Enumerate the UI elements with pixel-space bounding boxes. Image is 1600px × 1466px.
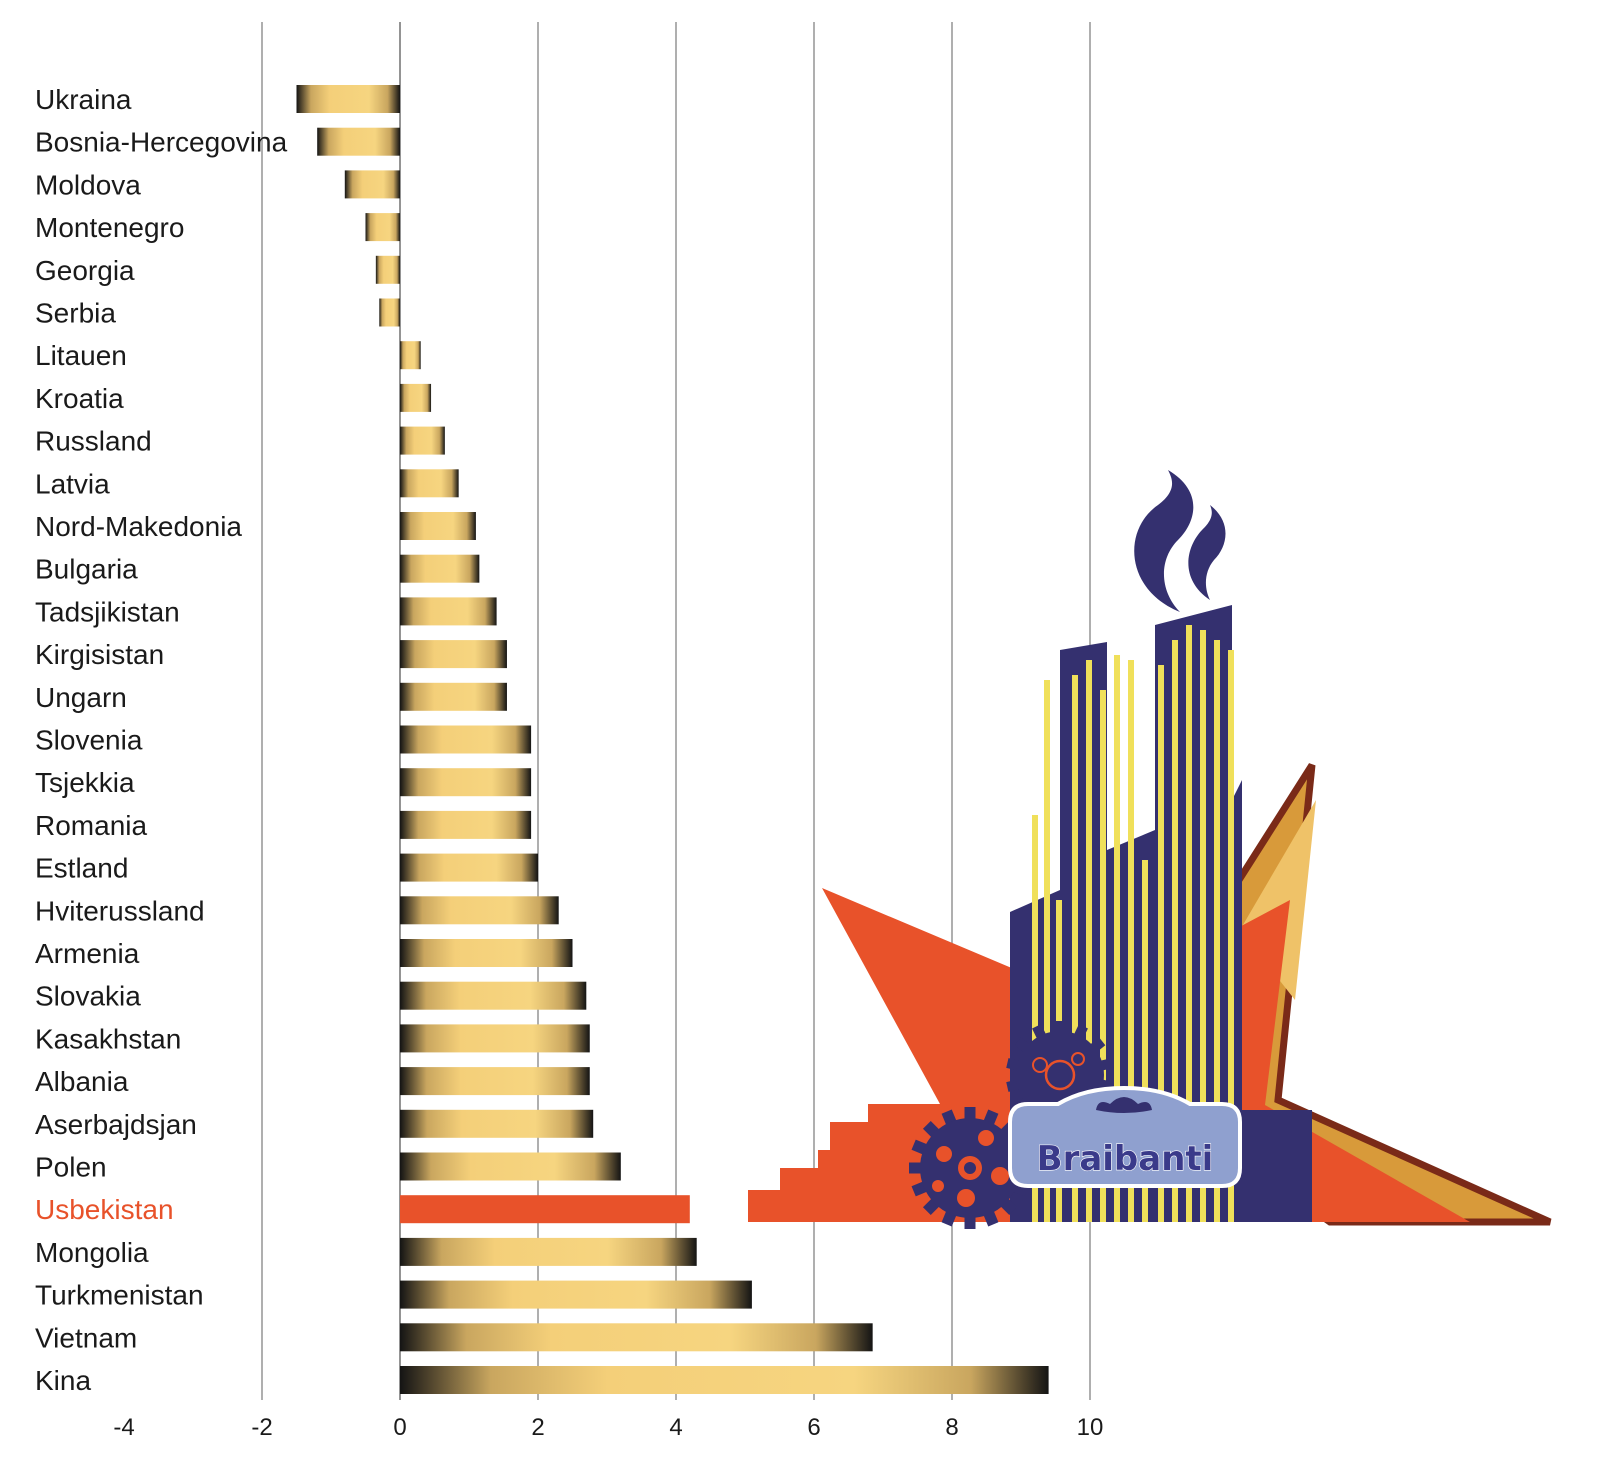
factory-stripe bbox=[1228, 650, 1234, 1222]
category-label-litauen: Litauen bbox=[35, 340, 127, 371]
bar-slovakia bbox=[400, 981, 587, 1010]
factory-stripe bbox=[1158, 665, 1164, 1222]
factory-stripe bbox=[1128, 660, 1134, 1222]
category-label-romania: Romania bbox=[35, 810, 147, 841]
category-label-bosnia-hercegovina: Bosnia-Hercegovina bbox=[35, 127, 288, 158]
lotus-icon bbox=[1096, 1097, 1152, 1113]
factory-stripe bbox=[1044, 680, 1050, 1222]
category-label-aserbajdsjan: Aserbajdsjan bbox=[35, 1109, 197, 1140]
category-label-latvia: Latvia bbox=[35, 468, 110, 499]
category-label-ukraina: Ukraina bbox=[35, 84, 132, 115]
category-label-slovakia: Slovakia bbox=[35, 981, 141, 1012]
bar-serbia bbox=[379, 298, 400, 327]
category-label-vietnam: Vietnam bbox=[35, 1322, 137, 1353]
gridlines bbox=[261, 22, 1091, 1400]
category-label-serbia: Serbia bbox=[35, 298, 116, 329]
category-label-tadsjikistan: Tadsjikistan bbox=[35, 596, 180, 627]
bar-ungarn bbox=[400, 682, 507, 711]
bar-litauen bbox=[400, 341, 421, 370]
category-label-ungarn: Ungarn bbox=[35, 682, 127, 713]
category-label-polen: Polen bbox=[35, 1152, 107, 1183]
bar-hviterussland bbox=[400, 896, 559, 925]
brand-logo-text: Braibanti bbox=[1037, 1139, 1214, 1179]
factory-stripe bbox=[1172, 640, 1178, 1222]
bar-usbekistan bbox=[400, 1195, 690, 1224]
category-label-slovenia: Slovenia bbox=[35, 725, 143, 756]
bar-albania bbox=[400, 1067, 590, 1096]
tick-label: 6 bbox=[807, 1414, 820, 1441]
tick-label: -2 bbox=[251, 1414, 272, 1441]
category-label-montenegro: Montenegro bbox=[35, 212, 184, 243]
gear-tooth bbox=[964, 1107, 976, 1122]
category-label-estland: Estland bbox=[35, 853, 128, 884]
bar-moldova bbox=[344, 170, 400, 199]
tick-label: 8 bbox=[945, 1414, 958, 1441]
factory-stripe bbox=[1186, 625, 1192, 1222]
bar-romania bbox=[400, 810, 532, 839]
bar-tadsjikistan bbox=[400, 597, 497, 626]
bar-russland bbox=[400, 426, 445, 455]
factory-star-illustration: Braibanti bbox=[748, 470, 1552, 1229]
category-label-kina: Kina bbox=[35, 1365, 91, 1396]
category-label-georgia: Georgia bbox=[35, 255, 135, 286]
tick-label: -4 bbox=[113, 1414, 134, 1441]
category-label-armenia: Armenia bbox=[35, 938, 140, 969]
x-axis-ticks: -4 -2 0 2 4 6 8 10 bbox=[113, 1414, 1103, 1441]
bar-mongolia bbox=[400, 1237, 697, 1266]
bar-bosnia-hercegovina bbox=[317, 127, 400, 156]
category-label-turkmenistan: Turkmenistan bbox=[35, 1280, 204, 1311]
bar-kina bbox=[400, 1366, 1049, 1394]
bars bbox=[296, 85, 1049, 1394]
gear-tooth bbox=[1055, 1021, 1065, 1035]
category-label-bulgaria: Bulgaria bbox=[35, 554, 138, 585]
factory-stripe bbox=[1214, 640, 1220, 1222]
factory-stripe bbox=[1032, 815, 1038, 1222]
factory-stripe bbox=[1114, 655, 1120, 1222]
bar-armenia bbox=[400, 939, 573, 967]
bar-georgia bbox=[375, 255, 400, 284]
factory-stripe bbox=[1100, 690, 1106, 1222]
factory-stripe bbox=[1072, 675, 1078, 1222]
bar-kroatia bbox=[400, 383, 432, 412]
category-label-usbekistan: Usbekistan bbox=[35, 1194, 174, 1225]
smoke-plume-right bbox=[1188, 505, 1226, 600]
category-label-kroatia: Kroatia bbox=[35, 383, 124, 414]
category-label-kasakhstan: Kasakhstan bbox=[35, 1023, 181, 1054]
bar-bulgaria bbox=[400, 554, 480, 583]
category-label-albania: Albania bbox=[35, 1066, 129, 1097]
category-label-russland: Russland bbox=[35, 426, 152, 457]
category-label-tsjekkia: Tsjekkia bbox=[35, 767, 135, 798]
gear-icon bbox=[909, 1107, 1031, 1229]
gear-tooth bbox=[964, 1214, 976, 1229]
tick-label: 10 bbox=[1077, 1414, 1104, 1441]
factory-stripe bbox=[1142, 860, 1148, 1222]
bar-kasakhstan bbox=[400, 1024, 590, 1053]
brand-badge: Braibanti bbox=[1008, 1085, 1242, 1188]
tick-label: 2 bbox=[531, 1414, 544, 1441]
category-labels: Ukraina Bosnia-Hercegovina Moldova Monteneg… bbox=[35, 84, 288, 1396]
category-label-hviterussland: Hviterussland bbox=[35, 895, 205, 926]
bar-ukraina bbox=[296, 85, 400, 113]
category-label-moldova: Moldova bbox=[35, 169, 141, 200]
bar-turkmenistan bbox=[400, 1280, 752, 1309]
bar-slovenia bbox=[400, 725, 532, 754]
factory-stripe bbox=[1200, 630, 1206, 1222]
bar-tsjekkia bbox=[400, 768, 532, 797]
bar-estland bbox=[400, 853, 538, 882]
factory-stripe bbox=[1086, 660, 1092, 1222]
bar-vietnam bbox=[400, 1323, 873, 1352]
category-label-nord-makedonia: Nord-Makedonia bbox=[35, 511, 242, 542]
tick-label: 0 bbox=[393, 1414, 406, 1441]
bar-aserbajdsjan bbox=[400, 1109, 594, 1138]
tick-label: 4 bbox=[669, 1414, 682, 1441]
category-label-kirgisistan: Kirgisistan bbox=[35, 639, 164, 670]
smoke-plume-left bbox=[1134, 470, 1194, 612]
bar-kirgisistan bbox=[400, 640, 507, 669]
bar-nord-makedonia bbox=[400, 512, 476, 540]
bar-polen bbox=[400, 1152, 621, 1181]
bar-montenegro bbox=[365, 213, 400, 242]
category-label-mongolia: Mongolia bbox=[35, 1237, 149, 1268]
bar-latvia bbox=[400, 469, 459, 498]
